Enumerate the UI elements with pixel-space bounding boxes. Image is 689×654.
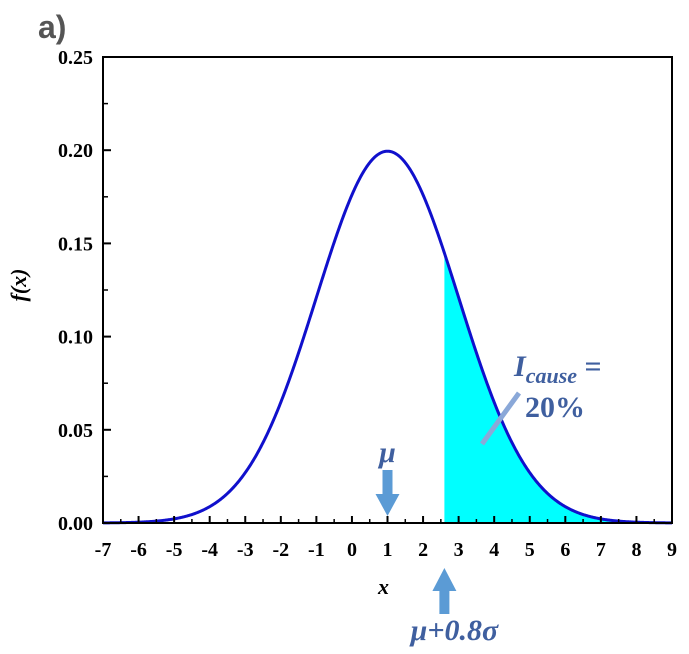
mu-down-arrow xyxy=(375,470,400,516)
y-tick-label: 0.20 xyxy=(58,140,93,162)
shaded-tail-area xyxy=(444,253,672,523)
x-tick-label: 2 xyxy=(418,539,428,561)
icause-value: 20% xyxy=(525,391,585,424)
icause-label: Icause = xyxy=(513,350,602,388)
icause-subscript: cause xyxy=(526,363,578,388)
x-tick-label: 5 xyxy=(525,539,535,561)
threshold-up-arrow xyxy=(432,568,457,614)
x-tick-label: 6 xyxy=(560,539,570,561)
x-tick-label: 9 xyxy=(667,539,677,561)
x-tick-label: -4 xyxy=(201,539,218,561)
x-tick-label: -2 xyxy=(272,539,289,561)
x-axis-ticks: -7 -6 -5 -4 -3 -2 -1 0 1 2 3 4 5 6 7 8 9 xyxy=(95,516,677,561)
icause-symbol: I xyxy=(513,350,527,383)
y-tick-label: 0.15 xyxy=(58,233,93,255)
y-tick-label: 0.25 xyxy=(58,47,93,69)
icause-pointer-line xyxy=(479,391,522,446)
x-axis-title: x xyxy=(377,574,389,599)
x-tick-label: 0 xyxy=(347,539,357,561)
y-axis-ticks: 0.00 0.05 0.10 0.15 0.20 0.25 xyxy=(58,47,111,535)
panel-label: a) xyxy=(38,9,66,45)
x-tick-label: 3 xyxy=(454,539,464,561)
x-tick-label: -1 xyxy=(308,539,325,561)
x-tick-label: -3 xyxy=(237,539,254,561)
x-tick-label: 7 xyxy=(596,539,606,561)
mu-label: μ xyxy=(377,436,396,469)
y-tick-label: 0.00 xyxy=(58,513,93,535)
curve-layer xyxy=(102,149,673,525)
x-tick-label: 1 xyxy=(383,539,393,561)
x-tick-label: -6 xyxy=(130,539,147,561)
x-tick-label: -7 xyxy=(95,539,112,561)
threshold-label: μ+0.8σ xyxy=(409,614,499,647)
y-axis-title: f(x) xyxy=(6,269,31,302)
x-tick-label: -5 xyxy=(166,539,183,561)
x-tick-label: 8 xyxy=(631,539,641,561)
icause-equals: = xyxy=(577,350,602,383)
y-tick-label: 0.10 xyxy=(58,327,93,349)
x-tick-label: 4 xyxy=(489,539,499,561)
y-tick-label: 0.05 xyxy=(58,420,93,442)
shaded-region-layer xyxy=(444,253,672,523)
density-curve xyxy=(102,149,673,525)
